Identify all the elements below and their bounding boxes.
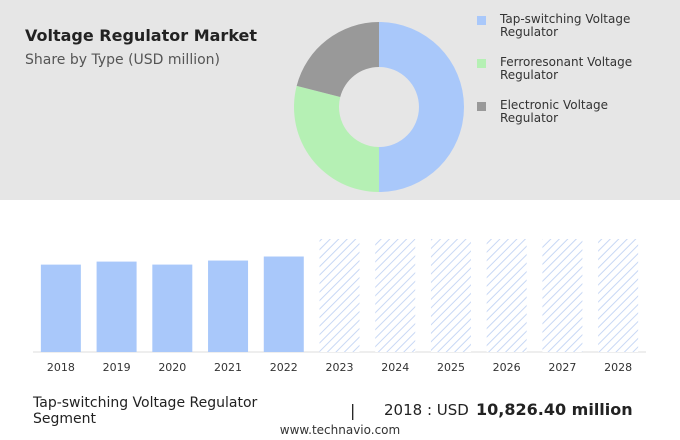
donut-slice bbox=[379, 22, 464, 192]
x-tick-label: 2019 bbox=[103, 361, 131, 374]
year-label: 2018 : USD bbox=[384, 401, 469, 419]
x-tick-label: 2025 bbox=[437, 361, 465, 374]
segment-label: Tap-switching Voltage Regulator Segment bbox=[33, 395, 258, 427]
bar bbox=[96, 261, 137, 352]
separator: | bbox=[350, 401, 356, 420]
forecast-placeholder bbox=[430, 239, 471, 352]
legend-label: Electronic Voltage Regulator bbox=[500, 98, 608, 125]
legend-swatch bbox=[477, 59, 486, 68]
bar bbox=[152, 264, 193, 352]
bar bbox=[263, 256, 304, 352]
x-tick-label: 2018 bbox=[47, 361, 75, 374]
legend-swatch bbox=[477, 102, 486, 111]
legend-label: Tap-switching Voltage Regulator bbox=[500, 12, 631, 39]
legend-label: Ferroresonant Voltage Regulator bbox=[500, 55, 633, 82]
forecast-placeholder bbox=[598, 239, 639, 352]
donut-slice bbox=[294, 85, 379, 192]
x-tick-label: 2026 bbox=[493, 361, 521, 374]
forecast-placeholder bbox=[375, 239, 416, 352]
forecast-placeholder bbox=[319, 239, 360, 352]
forecast-placeholder bbox=[486, 239, 527, 352]
legend-swatch bbox=[477, 16, 486, 25]
forecast-placeholder bbox=[542, 239, 583, 352]
bar bbox=[208, 260, 249, 352]
chart-title: Voltage Regulator Market bbox=[25, 26, 258, 45]
donut-slice bbox=[296, 22, 379, 98]
bar bbox=[40, 264, 81, 352]
x-tick-label: 2020 bbox=[158, 361, 186, 374]
x-tick-label: 2027 bbox=[548, 361, 576, 374]
chart-subtitle: Share by Type (USD million) bbox=[25, 52, 221, 68]
x-tick-label: 2028 bbox=[604, 361, 632, 374]
x-tick-label: 2022 bbox=[270, 361, 298, 374]
x-tick-label: 2024 bbox=[381, 361, 409, 374]
segment-value: 10,826.40 million bbox=[476, 400, 633, 419]
source: www.technavio.com bbox=[279, 423, 401, 437]
x-tick-label: 2021 bbox=[214, 361, 242, 374]
x-tick-label: 2023 bbox=[326, 361, 354, 374]
